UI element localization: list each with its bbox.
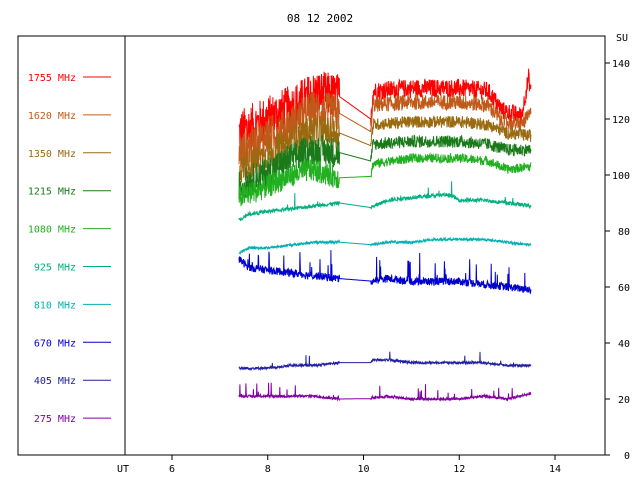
series-line	[238, 236, 532, 256]
series-line	[238, 133, 532, 200]
y-tick-label: 0	[624, 451, 630, 462]
y-tick-label: 80	[618, 227, 630, 238]
series-line	[238, 351, 532, 371]
series-line	[238, 91, 532, 168]
y-tick-label: 60	[618, 283, 630, 294]
y-tick-label: 100	[612, 171, 630, 182]
legend-label: 925 MHz	[34, 263, 76, 274]
legend-label: 1080 MHz	[28, 225, 76, 236]
legend-label: 1755 MHz	[28, 73, 76, 84]
y-tick-label: 140	[612, 59, 630, 70]
series-line	[238, 115, 532, 185]
legend-label: 405 MHz	[34, 376, 76, 387]
legend-label: 1620 MHz	[28, 111, 76, 122]
plot-frame	[17, 35, 606, 456]
y-tick-label: 40	[618, 339, 630, 350]
legend-label: 670 MHz	[34, 338, 76, 349]
legend-label: 810 MHz	[34, 300, 76, 311]
x-tick-label: 12	[453, 464, 465, 475]
x-tick-label: 14	[549, 464, 561, 475]
y-tick-label: 120	[612, 115, 630, 126]
legend-label: 1215 MHz	[28, 187, 76, 198]
legend-label: 275 MHz	[34, 414, 76, 425]
x-tick-label: 6	[169, 464, 175, 475]
x-tick-label: 10	[357, 464, 369, 475]
series-line	[238, 151, 532, 207]
series-line	[238, 181, 532, 222]
series-line	[238, 382, 532, 402]
x-axis-label: UT	[117, 464, 129, 475]
series-line	[238, 250, 532, 295]
chart-title: 08 12 2002	[286, 12, 354, 25]
y-tick-label: 20	[618, 395, 630, 406]
legend-label: 1350 MHz	[28, 149, 76, 160]
x-tick-label: 8	[265, 464, 271, 475]
y-axis-label: SU	[616, 33, 628, 44]
